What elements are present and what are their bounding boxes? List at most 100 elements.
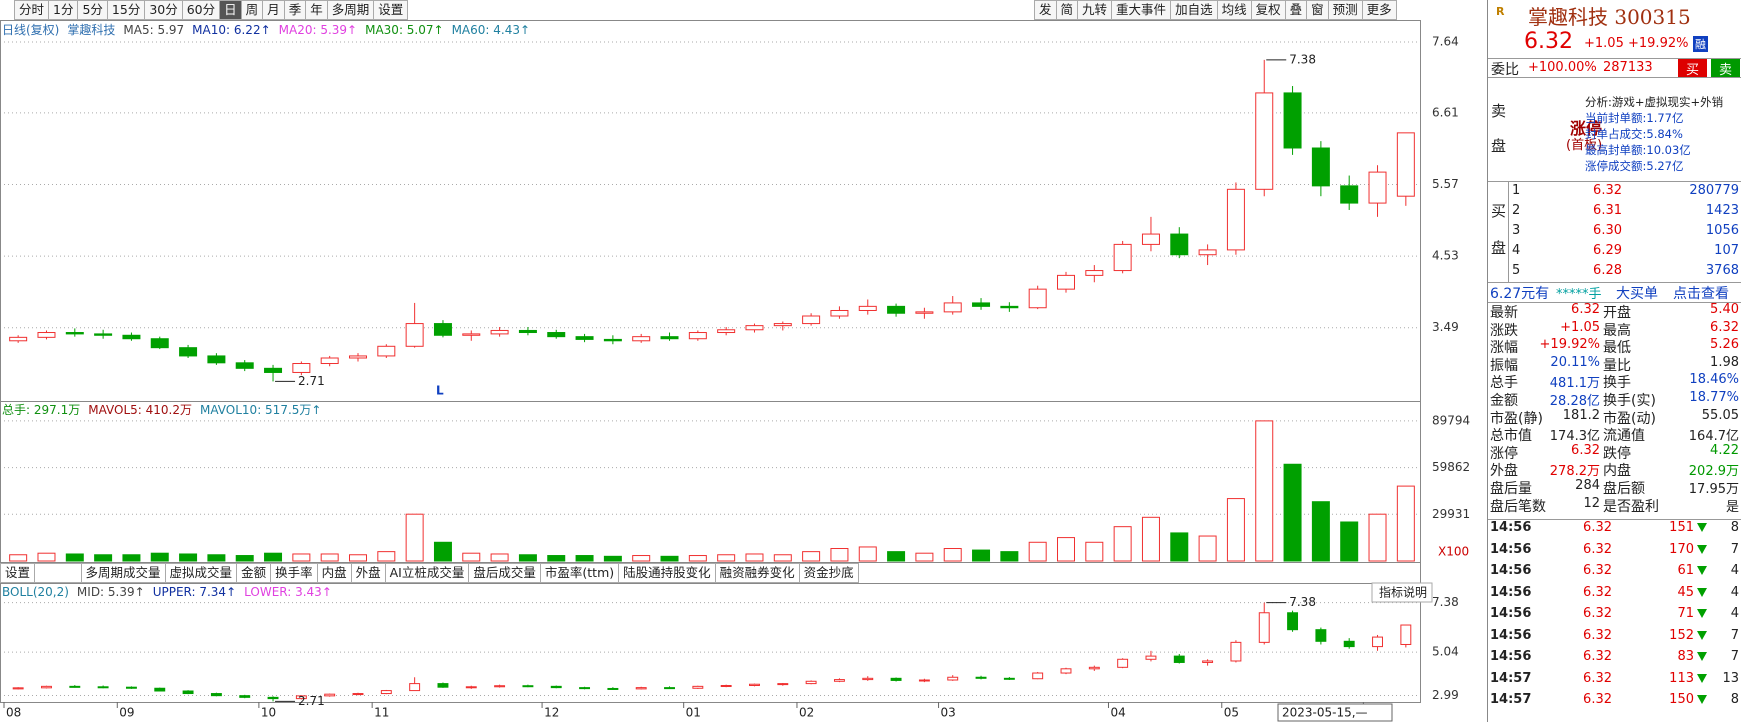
stat-value: 6.32	[1571, 442, 1600, 458]
change-pct: +19.92%	[1628, 36, 1689, 51]
candle-body	[37, 332, 56, 338]
period-button[interactable]: 分时	[14, 0, 50, 20]
tool-button[interactable]: 加自选	[1171, 0, 1218, 20]
candle-body	[122, 334, 141, 340]
trade-volume: 152	[1669, 628, 1707, 643]
trade-time: 14:56	[1490, 584, 1532, 600]
period-toolbar: 分时 1分 5分 15分 30分 60分日周月季年多周期 设置	[14, 0, 409, 20]
stat-value: 6.32	[1710, 319, 1739, 335]
boll-candle-body	[664, 687, 675, 690]
sell-button[interactable]: 卖	[1711, 59, 1741, 78]
stat-label: 最高	[1603, 322, 1631, 339]
down-arrow	[1697, 523, 1707, 532]
period-button[interactable]: 多周期	[327, 0, 375, 20]
indicator-tab[interactable]: 资金抄底	[799, 563, 859, 583]
indicator-tab[interactable]: 设置	[0, 563, 36, 583]
trade-volume: 61	[1677, 563, 1707, 578]
indicator-tab[interactable]: 金额	[237, 563, 272, 583]
stat-label: 跌停	[1603, 445, 1631, 462]
boll-candle-body	[749, 683, 760, 687]
tool-button[interactable]: 简	[1056, 0, 1079, 20]
period-button[interactable]: 日	[220, 0, 242, 20]
info-line: 最高封单额:10.03亿	[1585, 143, 1691, 157]
period-button[interactable]: 60分	[182, 0, 221, 20]
badge: 融	[1693, 36, 1708, 52]
volume-bar	[745, 553, 764, 562]
indicator-tab[interactable]: 陆股通持股变化	[619, 563, 716, 583]
tool-button[interactable]: 更多	[1362, 0, 1397, 20]
indicator-tab[interactable]: 融资融券变化	[715, 563, 800, 583]
label: 卖	[1491, 102, 1507, 120]
candle-body	[830, 309, 849, 317]
help-label[interactable]: 指标说明	[1379, 585, 1427, 600]
period-button[interactable]: 15分	[107, 0, 146, 20]
bid-level: 3	[1512, 223, 1521, 238]
info-line: 当前封单额:1.77亿	[1585, 111, 1684, 125]
period-button[interactable]: 5分	[78, 0, 108, 20]
candle-body	[292, 363, 311, 373]
period-button[interactable]: 设置	[374, 0, 409, 20]
indicator-tab[interactable]: 市盈率(ttm)	[540, 563, 620, 583]
period-button[interactable]: 年	[306, 0, 328, 20]
divider	[1488, 58, 1741, 59]
boll-candle-body	[267, 696, 279, 700]
period-button[interactable]: 周	[241, 0, 264, 20]
volume-bar	[122, 554, 141, 562]
candle-body	[603, 338, 622, 342]
tool-button[interactable]: 复权	[1251, 0, 1286, 20]
tool-button[interactable]: 叠	[1285, 0, 1308, 20]
y-tick-label: 7.64	[1432, 34, 1459, 48]
indicator-tab[interactable]: 虚拟成交量	[165, 563, 238, 583]
volume-bar	[660, 555, 679, 562]
trade-count: 4	[1730, 606, 1739, 621]
divider	[1488, 302, 1741, 303]
stat-label: 最低	[1603, 340, 1631, 357]
volume-bar	[1170, 532, 1189, 562]
candle-body	[802, 315, 821, 325]
trade-price: 6.32	[1583, 541, 1612, 557]
tool-button[interactable]: 均线	[1217, 0, 1252, 20]
period-button[interactable]: 1分	[49, 0, 79, 20]
x-tick-label: 01	[686, 706, 701, 720]
indicator-tab[interactable]: 成交量	[35, 563, 82, 583]
stat-value: 18.46%	[1689, 372, 1739, 388]
candle-body	[972, 302, 991, 307]
bid-price: 6.30	[1593, 223, 1622, 238]
tool-button[interactable]: 重大事件	[1112, 0, 1172, 20]
period-button[interactable]: 30分	[145, 0, 183, 20]
buy-button[interactable]: 买	[1678, 59, 1708, 78]
candle-body	[547, 332, 566, 338]
volume-bar	[1283, 463, 1302, 562]
candle-body	[179, 347, 198, 357]
candle-body	[773, 323, 792, 327]
legend-item: UPPER: 7.34↑	[153, 585, 236, 599]
x-tick-label: 09	[119, 706, 134, 720]
tool-button[interactable]: 预测	[1328, 0, 1363, 20]
volume-bar	[292, 553, 311, 562]
trade-count: 4	[1730, 563, 1739, 578]
stat-value: 284	[1575, 478, 1600, 493]
label: 委比	[1491, 62, 1519, 78]
period-button[interactable]: 季	[284, 0, 307, 20]
indicator-tab[interactable]: AI立桩成交量	[385, 563, 470, 583]
down-arrow	[1697, 566, 1707, 575]
indicator-tab[interactable]: 外盘	[351, 563, 386, 583]
down-arrow	[1697, 587, 1707, 597]
tool-button[interactable]: 发	[1034, 0, 1057, 20]
indicator-tab[interactable]: 换手率	[271, 563, 318, 583]
period-button[interactable]: 月	[263, 0, 285, 20]
boll-candle-body	[125, 686, 137, 689]
volume-bar	[575, 555, 594, 562]
indicator-tab[interactable]: 多周期成交量	[81, 563, 166, 583]
indicator-tab[interactable]: 内盘	[317, 563, 352, 583]
volume-bar	[1028, 541, 1047, 562]
indicator-tab[interactable]: 盘后成交量	[469, 563, 541, 583]
candle-body	[150, 338, 169, 349]
big-order[interactable]: 点击查看	[1673, 286, 1729, 302]
tool-button[interactable]: 窗	[1307, 0, 1329, 20]
volume-bar	[65, 553, 84, 562]
legend-item: 日线(复权)	[2, 23, 59, 37]
candle-body	[1198, 249, 1217, 256]
tool-button[interactable]: 九转	[1078, 0, 1113, 20]
candle-body	[1311, 147, 1330, 187]
